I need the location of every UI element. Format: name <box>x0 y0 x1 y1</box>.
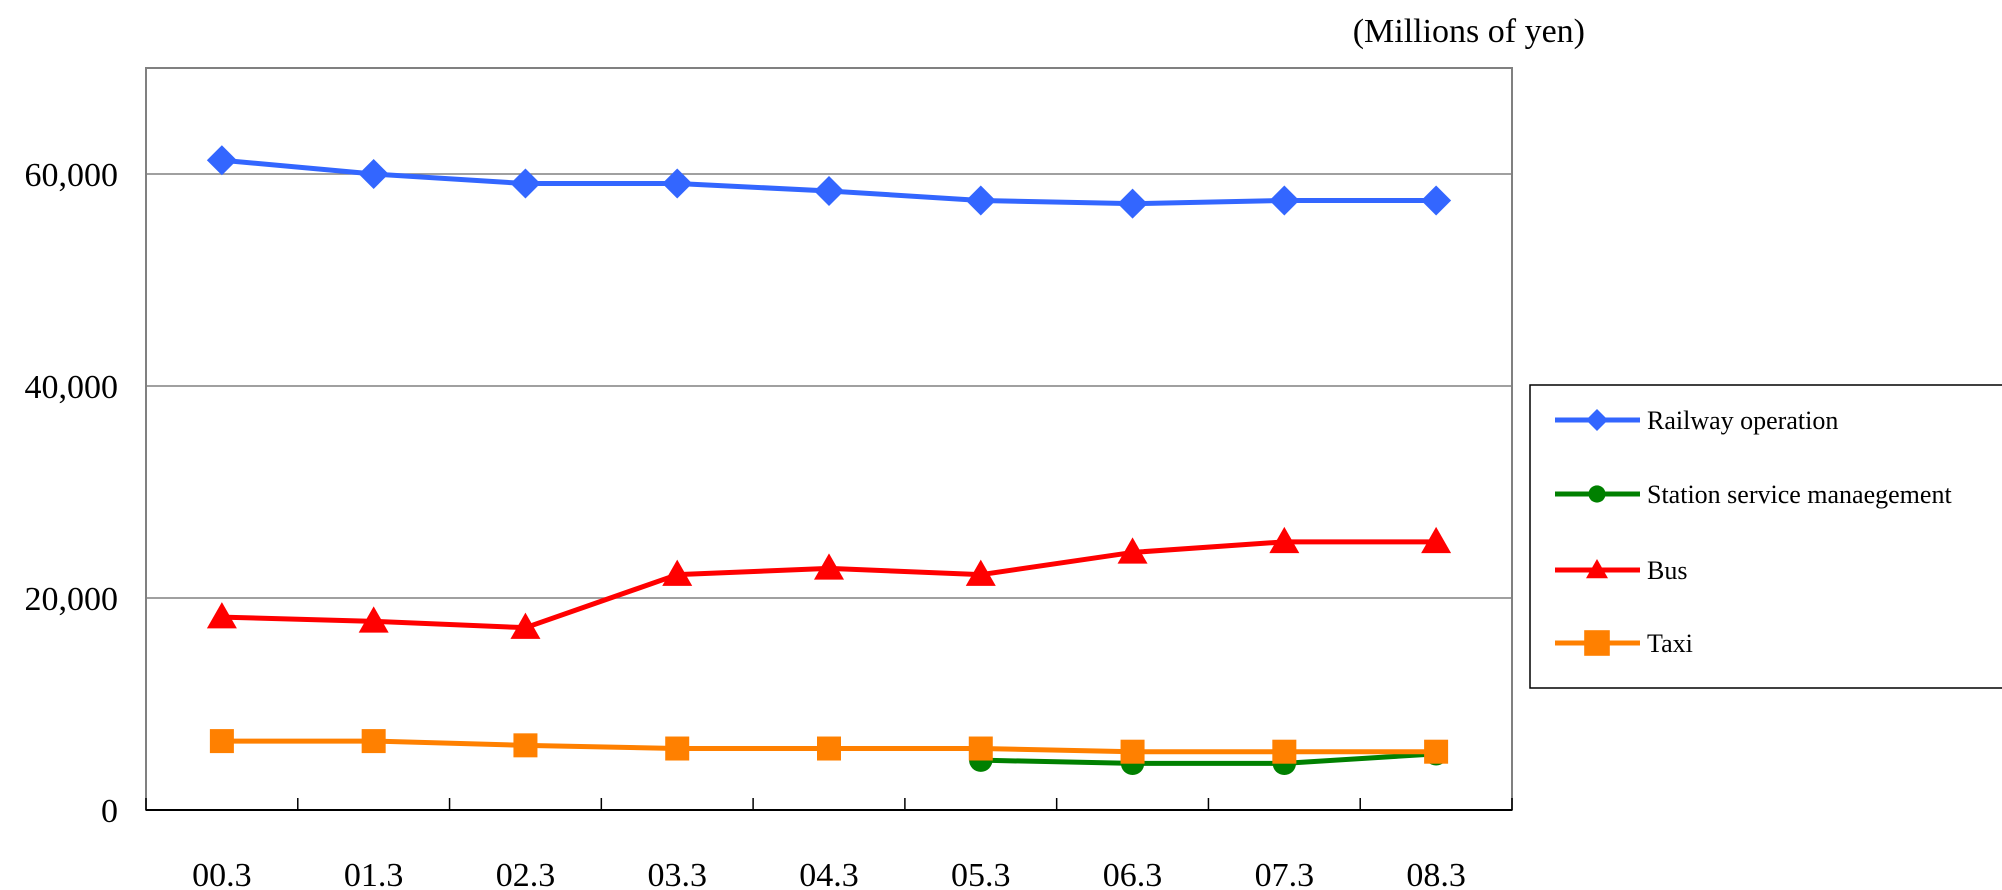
legend-label: Bus <box>1647 556 1687 585</box>
data-point <box>361 729 386 754</box>
x-tick-label: 00.3 <box>192 857 252 890</box>
y-tick-label: 40,000 <box>25 369 119 406</box>
series-layer <box>206 145 1452 776</box>
y-tick-label: 60,000 <box>25 157 119 194</box>
series-0 <box>206 145 1452 219</box>
data-point <box>1120 739 1145 764</box>
data-point <box>1421 526 1452 554</box>
legend-marker <box>1588 485 1606 503</box>
data-point <box>513 733 538 758</box>
data-point <box>510 168 541 199</box>
legend-label: Station service manaegement <box>1647 480 1952 509</box>
legend-label: Taxi <box>1647 629 1693 658</box>
x-tick-label: 06.3 <box>1103 857 1163 890</box>
legend-item: Railway operation <box>1555 406 1838 435</box>
y-tick-label: 0 <box>101 793 118 830</box>
data-point <box>1117 537 1148 564</box>
legend-label: Railway operation <box>1647 406 1838 435</box>
legend-item: Station service manaegement <box>1555 480 1952 509</box>
x-tick-label: 05.3 <box>951 857 1011 890</box>
data-point <box>1424 739 1449 764</box>
series-line <box>980 751 1437 766</box>
unit-label: (Millions of yen) <box>1353 13 1585 50</box>
x-tick-label: 03.3 <box>647 857 707 890</box>
data-point <box>358 159 389 189</box>
data-point <box>206 602 237 629</box>
series-2 <box>206 526 1452 639</box>
data-point <box>814 553 844 580</box>
legend: Railway operation Station service manaege… <box>1529 384 2002 689</box>
series-3 <box>209 729 1449 764</box>
data-point <box>1269 526 1300 554</box>
data-point <box>1272 739 1297 764</box>
data-point <box>968 736 993 761</box>
legend-marker <box>1584 630 1610 656</box>
data-point <box>665 736 690 761</box>
x-tick-label: 04.3 <box>799 857 859 890</box>
data-point <box>817 736 841 761</box>
legend-item: Taxi <box>1555 629 1693 658</box>
x-tick-label: 07.3 <box>1255 857 1315 890</box>
data-point <box>1117 188 1148 219</box>
data-point <box>662 559 693 586</box>
data-point <box>965 559 996 586</box>
data-point <box>1269 185 1300 216</box>
data-point <box>510 612 541 639</box>
axes: 0 20,000 40,000 60,000 00.3 01.3 02.3 03.3 04.3 0… <box>25 157 1513 890</box>
data-point <box>1421 185 1452 216</box>
legend-marker <box>1586 559 1608 579</box>
data-point <box>358 606 389 633</box>
data-point <box>206 145 237 176</box>
legend-marker <box>1586 409 1608 431</box>
data-point <box>209 729 234 754</box>
data-point <box>662 168 693 199</box>
x-tick-label: 02.3 <box>496 857 556 890</box>
y-tick-label: 20,000 <box>25 581 119 618</box>
data-point <box>814 175 844 206</box>
x-tick-label: 08.3 <box>1406 857 1466 890</box>
data-point <box>965 185 996 216</box>
legend-item: Bus <box>1555 556 1687 585</box>
x-tick-label: 01.3 <box>344 857 404 890</box>
